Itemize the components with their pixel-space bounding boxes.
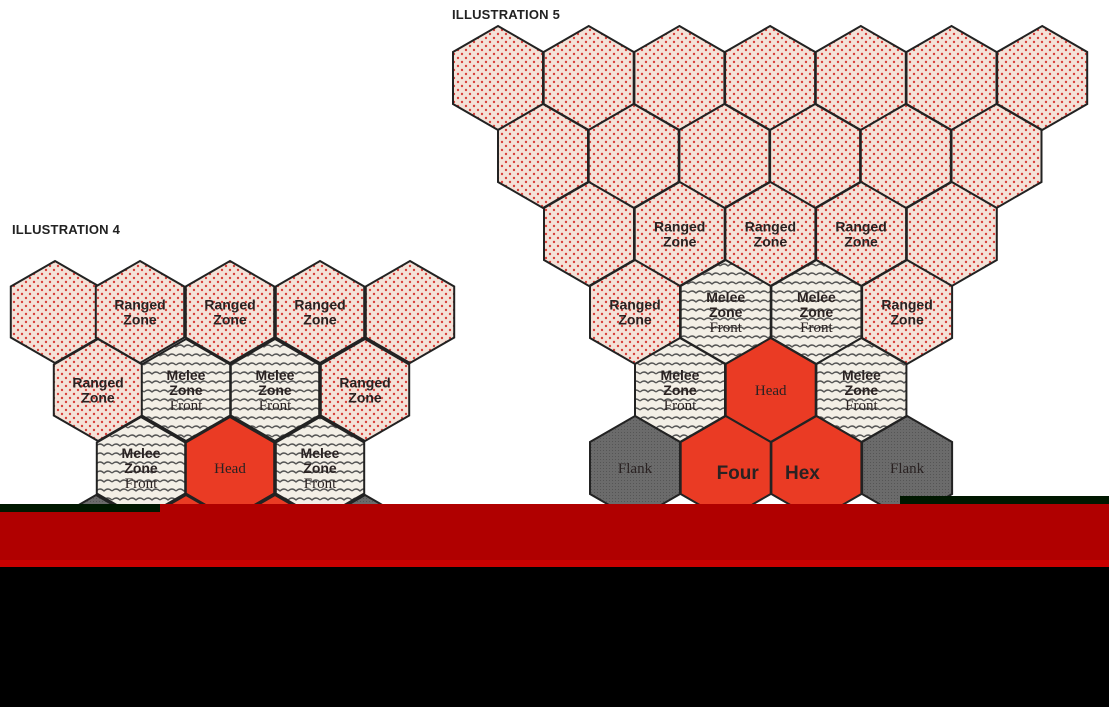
hex-shape bbox=[861, 414, 954, 504]
hex-label: Ranged bbox=[72, 375, 123, 391]
hex-label: Ranged bbox=[609, 297, 660, 313]
hex-label: Zone bbox=[709, 304, 743, 320]
hex-label: Ranged bbox=[339, 375, 390, 391]
hex-head bbox=[257, 493, 293, 504]
illustration-4: RangedZoneRangedZoneRangedZoneRangedZone… bbox=[9, 259, 456, 504]
hex-label: Zone bbox=[124, 460, 158, 476]
hex-shape bbox=[168, 493, 204, 504]
hex-flank bbox=[347, 493, 383, 504]
hex-label: Flank bbox=[890, 461, 925, 477]
hex-shape bbox=[274, 415, 366, 504]
hex-label: Zone bbox=[800, 304, 834, 320]
hex-label: Front bbox=[709, 320, 742, 336]
hex-label: Zone bbox=[754, 234, 788, 250]
artifact-line bbox=[900, 496, 1109, 504]
hex-label: Ranged bbox=[654, 219, 705, 235]
hex-shape bbox=[229, 337, 321, 443]
hex-label: Four bbox=[717, 463, 760, 484]
hex-label: Front bbox=[800, 320, 833, 336]
hex-shape bbox=[347, 493, 383, 504]
hex-label: Zone bbox=[213, 312, 247, 328]
hex-head: Head bbox=[184, 415, 276, 504]
hex-label: Melee bbox=[842, 367, 881, 383]
hex-label: Ranged bbox=[835, 219, 886, 235]
hex-label: Melee bbox=[661, 367, 700, 383]
hex-label: Melee bbox=[797, 289, 836, 305]
hex-shape bbox=[319, 337, 411, 443]
hex-label: Front bbox=[845, 398, 878, 414]
hex-label: Front bbox=[170, 398, 203, 414]
hex-label: Front bbox=[125, 476, 158, 492]
hex-label: Zone bbox=[303, 312, 337, 328]
hex-label: Zone bbox=[845, 382, 879, 398]
illustration-5-title: ILLUSTRATION 5 bbox=[452, 7, 560, 22]
hex-label: Head bbox=[755, 383, 787, 399]
hex-label: Zone bbox=[303, 460, 337, 476]
hex-label: Zone bbox=[258, 382, 292, 398]
hex-shape bbox=[184, 259, 276, 365]
hex-label: Ranged bbox=[204, 297, 255, 313]
hex-label: Zone bbox=[663, 382, 697, 398]
hex-shape bbox=[257, 493, 293, 504]
hex-label: Head bbox=[214, 461, 246, 477]
hex-label: Zone bbox=[890, 312, 924, 328]
hex-label: Ranged bbox=[881, 297, 932, 313]
hex-label: Zone bbox=[348, 390, 382, 406]
corrupted-band bbox=[0, 504, 1109, 567]
corrupted-strip bbox=[0, 560, 1109, 567]
hex-label: Front bbox=[304, 476, 337, 492]
hex-label: Melee bbox=[167, 367, 206, 383]
hex-head bbox=[168, 493, 204, 504]
hex-label: Front bbox=[259, 398, 292, 414]
hex-flank bbox=[78, 493, 114, 504]
hex-label: Front bbox=[664, 398, 697, 414]
hex-label: Ranged bbox=[114, 297, 165, 313]
hex-flank: Flank bbox=[861, 414, 954, 504]
illustration-5: RangedZoneRangedZoneRangedZoneRangedZone… bbox=[452, 24, 1089, 504]
hex-label: Hex bbox=[785, 463, 820, 484]
hex-label: Zone bbox=[169, 382, 203, 398]
hex-label: Melee bbox=[122, 445, 161, 461]
black-area bbox=[0, 567, 1109, 707]
hex-label: Zone bbox=[123, 312, 157, 328]
hex-label: Melee bbox=[256, 367, 295, 383]
hex-diagram: RangedZoneRangedZoneRangedZoneRangedZone… bbox=[9, 24, 1089, 504]
hex-label: Zone bbox=[81, 390, 115, 406]
hex-label: Melee bbox=[706, 289, 745, 305]
hex-shape bbox=[184, 415, 276, 504]
hex-label: Ranged bbox=[745, 219, 796, 235]
hex-shape bbox=[78, 493, 114, 504]
hex-label: Ranged bbox=[294, 297, 345, 313]
hex-label: Melee bbox=[301, 445, 340, 461]
hex-label: Flank bbox=[618, 461, 653, 477]
hex-shape bbox=[274, 259, 366, 365]
hex-label: Zone bbox=[844, 234, 878, 250]
hex-label: Zone bbox=[663, 234, 697, 250]
hex-label: Zone bbox=[618, 312, 652, 328]
illustration-4-title: ILLUSTRATION 4 bbox=[12, 222, 120, 237]
hex-ranged bbox=[364, 259, 456, 365]
artifact-line bbox=[0, 504, 160, 512]
hex-shape bbox=[364, 259, 456, 365]
hex-head: Head bbox=[724, 336, 817, 444]
